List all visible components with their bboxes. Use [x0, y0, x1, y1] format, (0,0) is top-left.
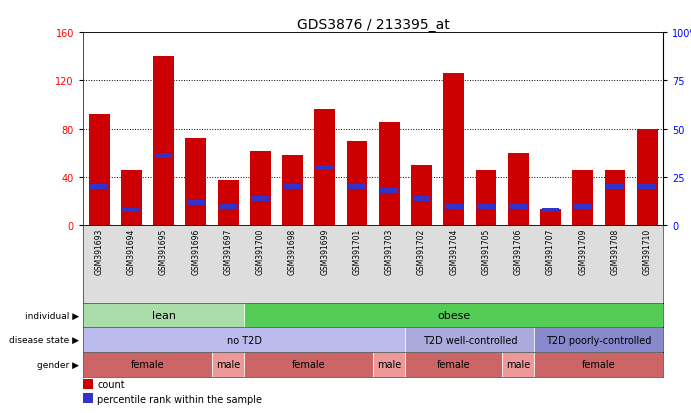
Text: GSM391703: GSM391703 [385, 228, 394, 275]
Bar [347, 142, 368, 226]
Bar [283, 185, 301, 190]
Text: GSM391694: GSM391694 [126, 228, 136, 275]
Bar [380, 189, 398, 194]
Bar [218, 180, 238, 226]
Bar [185, 139, 206, 226]
Bar [187, 200, 205, 205]
Bar [406, 352, 502, 377]
Bar [244, 303, 663, 328]
Bar [540, 209, 561, 226]
Text: female: female [131, 359, 164, 369]
Bar [638, 185, 656, 190]
Text: GSM391710: GSM391710 [643, 228, 652, 274]
Bar [90, 185, 108, 190]
Bar [219, 204, 237, 209]
Text: female: female [437, 359, 471, 369]
Bar [83, 352, 212, 377]
Bar [542, 208, 560, 213]
Bar [572, 171, 593, 226]
Bar [502, 352, 534, 377]
Text: GSM391706: GSM391706 [513, 228, 523, 275]
Bar [83, 303, 244, 328]
Bar [637, 129, 658, 226]
Bar [153, 57, 174, 226]
Text: T2D poorly-controlled: T2D poorly-controlled [546, 335, 652, 345]
Bar [509, 204, 527, 209]
Text: male: male [506, 359, 531, 369]
Text: GSM391699: GSM391699 [320, 228, 330, 275]
Bar [379, 122, 399, 226]
Text: GSM391695: GSM391695 [159, 228, 168, 275]
Bar [83, 380, 93, 389]
Bar [475, 171, 496, 226]
Text: GSM391702: GSM391702 [417, 228, 426, 274]
Bar [445, 204, 463, 209]
Text: GSM391697: GSM391697 [223, 228, 233, 275]
Text: female: female [292, 359, 325, 369]
Text: GSM391698: GSM391698 [288, 228, 297, 274]
Bar [534, 328, 663, 352]
Text: male: male [216, 359, 240, 369]
Bar [444, 74, 464, 226]
Bar [282, 156, 303, 226]
Bar [574, 204, 591, 209]
Text: gender ▶: gender ▶ [37, 360, 79, 369]
Text: percentile rank within the sample: percentile rank within the sample [97, 394, 263, 404]
Text: GSM391700: GSM391700 [256, 228, 265, 275]
Text: GSM391704: GSM391704 [449, 228, 458, 275]
Bar [212, 352, 244, 377]
Text: no T2D: no T2D [227, 335, 262, 345]
Bar [122, 208, 140, 213]
Text: GSM391709: GSM391709 [578, 228, 587, 275]
Bar [411, 166, 432, 226]
Bar [83, 328, 406, 352]
Bar [348, 185, 366, 190]
Bar [83, 394, 93, 404]
Text: GSM391705: GSM391705 [482, 228, 491, 275]
Text: GSM391696: GSM391696 [191, 228, 200, 275]
Bar [606, 185, 624, 190]
Bar [534, 352, 663, 377]
Bar [373, 352, 406, 377]
Text: individual ▶: individual ▶ [26, 311, 79, 320]
Text: lean: lean [151, 310, 176, 320]
Bar [605, 171, 625, 226]
Bar [406, 328, 534, 352]
Bar [477, 204, 495, 209]
Bar [250, 151, 271, 226]
Text: GSM391701: GSM391701 [352, 228, 361, 274]
Bar [244, 352, 373, 377]
Text: GSM391693: GSM391693 [95, 228, 104, 275]
Title: GDS3876 / 213395_at: GDS3876 / 213395_at [296, 18, 450, 32]
Text: count: count [97, 380, 125, 389]
Text: T2D well-controlled: T2D well-controlled [423, 335, 517, 345]
Bar [88, 115, 109, 226]
Bar [413, 197, 430, 201]
Bar [314, 110, 335, 226]
Text: GSM391708: GSM391708 [610, 228, 620, 274]
Text: male: male [377, 359, 401, 369]
Bar [316, 166, 334, 171]
Bar [121, 171, 142, 226]
Bar [508, 154, 529, 226]
Text: disease state ▶: disease state ▶ [10, 335, 79, 344]
Bar [252, 197, 269, 201]
Text: GSM391707: GSM391707 [546, 228, 555, 275]
Bar [155, 154, 173, 159]
Text: female: female [582, 359, 616, 369]
Text: obese: obese [437, 310, 471, 320]
